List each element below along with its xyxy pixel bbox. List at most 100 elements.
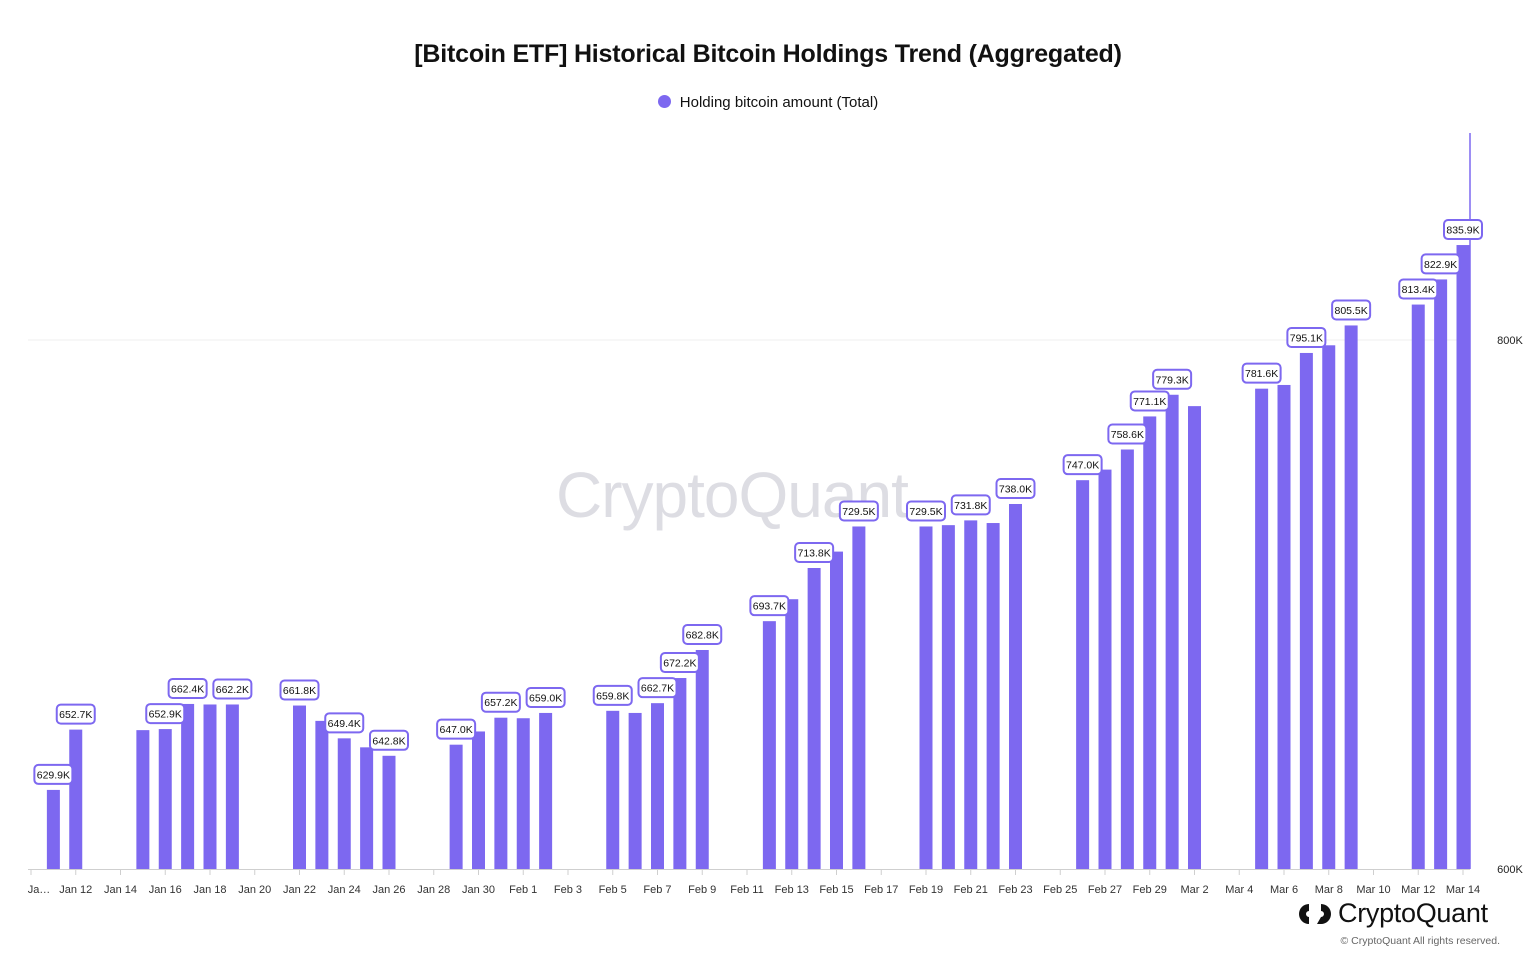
bar[interactable] (539, 712, 553, 869)
data-label: 738.0K (999, 483, 1032, 495)
bar[interactable] (1009, 503, 1022, 869)
bar[interactable] (830, 551, 843, 869)
brand-logo: CryptoQuant (1298, 898, 1488, 929)
bar[interactable] (673, 678, 687, 869)
cryptoquant-logo-icon (1299, 903, 1331, 924)
x-tick-label: Feb 25 (1043, 884, 1077, 896)
bar[interactable] (1255, 388, 1269, 869)
data-label: 652.7K (59, 709, 92, 721)
bar[interactable] (382, 755, 396, 869)
bar[interactable] (1456, 245, 1470, 869)
bar[interactable] (1277, 384, 1291, 869)
bar[interactable] (46, 789, 60, 869)
bar[interactable] (785, 599, 799, 869)
bar[interactable] (337, 738, 351, 869)
data-label: 835.9K (1446, 225, 1479, 237)
bar[interactable] (1143, 416, 1157, 869)
data-label-box (279, 679, 320, 701)
bar[interactable] (852, 526, 866, 869)
bar[interactable] (807, 567, 821, 869)
bar[interactable] (494, 717, 508, 869)
data-label: 731.8K (954, 500, 987, 512)
data-label: 647.0K (439, 724, 472, 736)
x-tick-label: Feb 21 (954, 884, 988, 896)
bar[interactable] (964, 520, 978, 869)
bar[interactable] (315, 720, 329, 869)
x-tick-label: Feb 9 (688, 884, 716, 896)
x-tick-label: Jan 20 (238, 884, 271, 896)
x-tick-label: Jan 14 (104, 884, 137, 896)
x-tick-label: Jan 30 (462, 884, 495, 896)
data-label-box (794, 541, 835, 563)
data-label: 659.0K (529, 692, 562, 704)
bar[interactable] (651, 703, 664, 869)
data-label-box (1107, 423, 1148, 445)
data-label: 662.7K (641, 683, 674, 695)
data-label-box (167, 677, 208, 699)
bar[interactable] (69, 729, 83, 869)
bar[interactable] (225, 704, 239, 869)
bar[interactable] (1165, 394, 1179, 869)
bar[interactable] (762, 621, 776, 869)
bar[interactable] (695, 649, 709, 869)
data-label: 729.5K (909, 506, 942, 518)
x-tick-label: Jan 16 (149, 884, 182, 896)
bar[interactable] (986, 523, 1000, 869)
bar[interactable] (1434, 279, 1448, 869)
bar[interactable] (203, 704, 217, 869)
bar[interactable] (1188, 406, 1201, 869)
data-label-box (212, 678, 253, 700)
x-tick-label: Feb 5 (599, 884, 627, 896)
data-label: 822.9K (1424, 259, 1457, 271)
bar[interactable] (1120, 449, 1134, 869)
bar[interactable] (1322, 345, 1336, 869)
data-label: 813.4K (1402, 284, 1435, 296)
bar[interactable] (360, 747, 374, 869)
bar[interactable] (1299, 352, 1313, 869)
data-label-box (145, 703, 186, 725)
legend[interactable]: Holding bitcoin amount (Total) (0, 94, 1536, 111)
data-label-box (1443, 219, 1483, 241)
data-label-box (1241, 362, 1282, 384)
x-tick-label: Feb 29 (1133, 884, 1167, 896)
bar[interactable] (293, 705, 306, 869)
data-label: 682.8K (686, 629, 719, 641)
data-label-box (950, 494, 991, 516)
data-label-box (1286, 326, 1327, 348)
bar[interactable] (181, 703, 195, 869)
bar[interactable] (158, 729, 172, 869)
data-label: 758.6K (1111, 429, 1144, 441)
data-label-box (1062, 454, 1103, 476)
bar[interactable] (516, 718, 530, 869)
bar[interactable] (1411, 304, 1425, 869)
bar[interactable] (472, 731, 485, 869)
x-tick-label: Jan 12 (59, 884, 92, 896)
data-label: 629.9K (37, 769, 70, 781)
x-tick-label: Ja… (28, 884, 51, 896)
x-tick-label: Mar 4 (1225, 884, 1253, 896)
bar[interactable] (1344, 325, 1358, 869)
data-label: 781.6K (1245, 368, 1278, 380)
bar[interactable] (1076, 480, 1090, 869)
bar[interactable] (449, 744, 463, 869)
data-label: 693.7K (753, 601, 786, 613)
data-label-box (749, 595, 790, 617)
x-tick-label: Jan 28 (417, 884, 450, 896)
x-tick-label: Mar 14 (1446, 884, 1480, 896)
copyright-text: © CryptoQuant All rights reserved. (1340, 935, 1500, 947)
bar[interactable] (919, 526, 933, 869)
x-tick-label: Feb 15 (819, 884, 853, 896)
data-label-box (1420, 253, 1461, 275)
data-label: 795.1K (1290, 332, 1323, 344)
x-tick-label: Mar 8 (1315, 884, 1343, 896)
data-label-box (436, 718, 477, 740)
data-label-box (1398, 278, 1439, 300)
bar[interactable] (136, 730, 150, 869)
bar[interactable] (1098, 469, 1112, 869)
x-tick-label: Feb 7 (643, 884, 671, 896)
bar[interactable] (941, 525, 955, 869)
bar[interactable] (606, 710, 620, 869)
data-label: 642.8K (372, 735, 405, 747)
bar[interactable] (628, 712, 642, 869)
